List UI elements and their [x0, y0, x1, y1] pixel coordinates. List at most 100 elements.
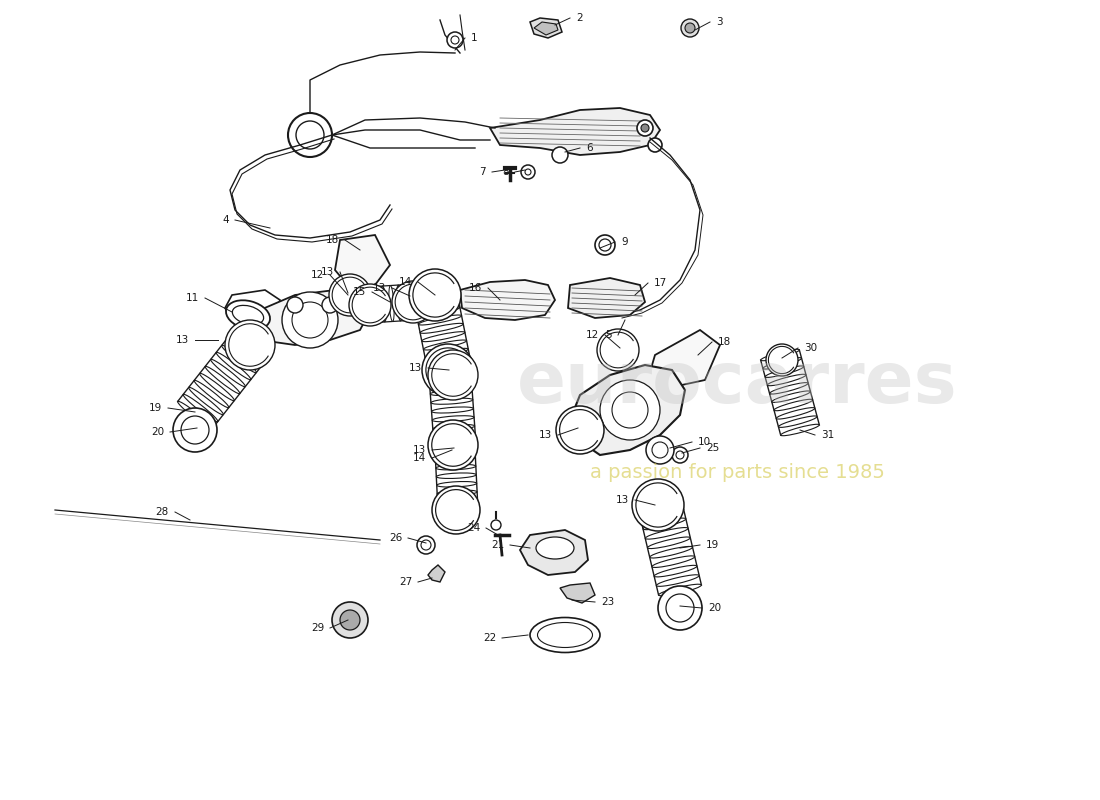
- Text: 13: 13: [409, 363, 422, 373]
- Text: 13: 13: [539, 430, 552, 440]
- Text: 20: 20: [708, 603, 722, 613]
- Ellipse shape: [365, 287, 371, 323]
- Circle shape: [525, 169, 531, 175]
- Text: 19: 19: [706, 540, 719, 550]
- Circle shape: [612, 392, 648, 428]
- Ellipse shape: [641, 509, 683, 520]
- Ellipse shape: [436, 456, 475, 462]
- Ellipse shape: [437, 473, 476, 478]
- Circle shape: [600, 239, 610, 251]
- Circle shape: [421, 540, 431, 550]
- Ellipse shape: [429, 372, 471, 378]
- Text: 15: 15: [353, 287, 366, 297]
- Ellipse shape: [414, 290, 456, 300]
- Text: 10: 10: [698, 437, 711, 447]
- Ellipse shape: [536, 537, 574, 559]
- Polygon shape: [530, 18, 562, 38]
- Text: 17: 17: [654, 278, 668, 288]
- Ellipse shape: [427, 357, 470, 366]
- Circle shape: [600, 332, 636, 368]
- Circle shape: [322, 297, 338, 313]
- Circle shape: [552, 147, 568, 163]
- Text: 22: 22: [483, 633, 496, 643]
- Ellipse shape: [530, 618, 600, 653]
- Ellipse shape: [654, 566, 697, 577]
- Ellipse shape: [227, 338, 262, 366]
- Ellipse shape: [210, 359, 245, 386]
- Circle shape: [766, 344, 797, 376]
- Circle shape: [595, 235, 615, 255]
- Ellipse shape: [216, 352, 251, 380]
- Text: 20: 20: [151, 427, 164, 437]
- Circle shape: [606, 338, 630, 362]
- Polygon shape: [534, 22, 558, 35]
- Circle shape: [432, 486, 480, 534]
- Circle shape: [556, 406, 604, 454]
- Ellipse shape: [779, 416, 817, 427]
- Circle shape: [332, 602, 368, 638]
- Ellipse shape: [431, 398, 473, 404]
- Ellipse shape: [433, 434, 475, 439]
- Circle shape: [182, 416, 209, 444]
- Polygon shape: [568, 278, 645, 318]
- Text: 6: 6: [586, 143, 593, 153]
- Ellipse shape: [646, 527, 689, 539]
- Ellipse shape: [425, 348, 469, 358]
- Circle shape: [637, 120, 653, 136]
- Circle shape: [652, 442, 668, 458]
- Text: 14: 14: [398, 277, 412, 287]
- Polygon shape: [226, 290, 280, 325]
- Text: 7: 7: [480, 167, 486, 177]
- Text: 24: 24: [466, 523, 480, 533]
- Ellipse shape: [199, 374, 234, 401]
- Ellipse shape: [421, 332, 465, 342]
- Ellipse shape: [766, 366, 804, 378]
- Ellipse shape: [188, 387, 223, 414]
- Circle shape: [641, 124, 649, 132]
- Ellipse shape: [768, 374, 806, 386]
- Text: 16: 16: [469, 283, 482, 293]
- Circle shape: [491, 520, 501, 530]
- Text: 29: 29: [310, 623, 324, 633]
- Circle shape: [329, 274, 371, 316]
- Ellipse shape: [432, 425, 475, 430]
- Polygon shape: [490, 108, 660, 155]
- Circle shape: [340, 610, 360, 630]
- Text: 26: 26: [388, 533, 401, 543]
- Circle shape: [292, 302, 328, 338]
- Circle shape: [658, 586, 702, 630]
- Ellipse shape: [639, 499, 681, 510]
- Text: 14: 14: [412, 453, 426, 463]
- Circle shape: [338, 283, 362, 307]
- Ellipse shape: [373, 286, 378, 322]
- Circle shape: [287, 297, 303, 313]
- Ellipse shape: [205, 366, 240, 394]
- Ellipse shape: [648, 537, 691, 549]
- Ellipse shape: [434, 447, 475, 453]
- Ellipse shape: [430, 390, 472, 395]
- Circle shape: [428, 350, 478, 400]
- Circle shape: [392, 281, 434, 323]
- Polygon shape: [570, 365, 685, 455]
- Polygon shape: [245, 290, 368, 345]
- Circle shape: [666, 594, 694, 622]
- Ellipse shape: [763, 358, 802, 369]
- Circle shape: [296, 121, 324, 149]
- Ellipse shape: [430, 381, 472, 386]
- Circle shape: [521, 165, 535, 179]
- Ellipse shape: [438, 498, 477, 504]
- Ellipse shape: [659, 584, 702, 596]
- Circle shape: [451, 36, 459, 44]
- Circle shape: [646, 436, 674, 464]
- Ellipse shape: [221, 346, 256, 373]
- Ellipse shape: [405, 285, 410, 321]
- Ellipse shape: [226, 300, 270, 330]
- Circle shape: [349, 284, 390, 326]
- Text: 18: 18: [326, 235, 339, 245]
- Polygon shape: [560, 583, 595, 603]
- Polygon shape: [650, 330, 721, 388]
- Ellipse shape: [774, 399, 813, 410]
- Text: 19: 19: [148, 403, 162, 413]
- Circle shape: [648, 138, 662, 152]
- Text: 12: 12: [310, 270, 324, 280]
